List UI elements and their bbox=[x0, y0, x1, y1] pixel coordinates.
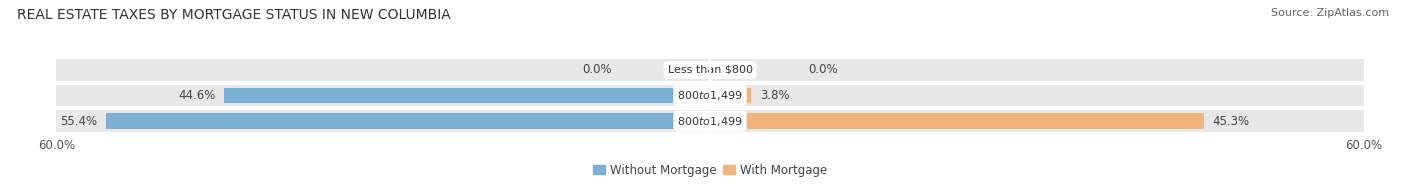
Bar bbox=[710, 85, 1364, 106]
Bar bbox=[107, 113, 710, 129]
Bar bbox=[224, 88, 710, 104]
Text: Source: ZipAtlas.com: Source: ZipAtlas.com bbox=[1271, 8, 1389, 18]
Text: REAL ESTATE TAXES BY MORTGAGE STATUS IN NEW COLUMBIA: REAL ESTATE TAXES BY MORTGAGE STATUS IN … bbox=[17, 8, 450, 22]
Text: $800 to $1,499: $800 to $1,499 bbox=[678, 89, 742, 102]
Text: 0.0%: 0.0% bbox=[582, 63, 612, 76]
Bar bbox=[710, 110, 1364, 132]
Legend: Without Mortgage, With Mortgage: Without Mortgage, With Mortgage bbox=[588, 159, 832, 181]
Bar bbox=[710, 113, 1204, 129]
Bar bbox=[56, 110, 710, 132]
Text: $800 to $1,499: $800 to $1,499 bbox=[678, 115, 742, 128]
Bar bbox=[56, 85, 710, 106]
Text: 45.3%: 45.3% bbox=[1212, 115, 1250, 128]
Bar bbox=[56, 59, 710, 81]
Bar bbox=[710, 59, 1364, 81]
Text: Less than $800: Less than $800 bbox=[668, 65, 752, 75]
Text: 3.8%: 3.8% bbox=[761, 89, 790, 102]
Text: 55.4%: 55.4% bbox=[60, 115, 97, 128]
Text: 0.0%: 0.0% bbox=[808, 63, 838, 76]
Text: 44.6%: 44.6% bbox=[179, 89, 215, 102]
Bar bbox=[710, 88, 751, 104]
